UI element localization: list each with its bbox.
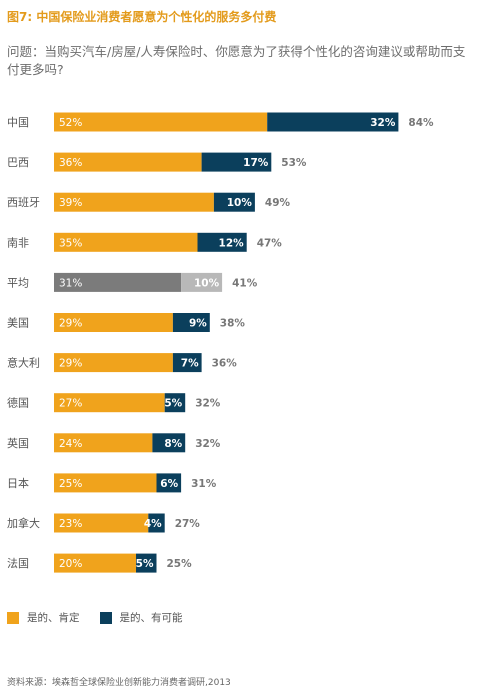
data-label-series-2: 32% (370, 117, 396, 129)
legend-item-series-2: 是的、有可能 (99, 610, 183, 625)
legend-swatch-series-1 (7, 611, 19, 624)
bar-series-2 (181, 272, 223, 292)
category-label: 南非 (7, 236, 29, 249)
bar-series-1 (54, 473, 157, 493)
data-label-series-1: 29% (59, 358, 82, 370)
bar-series-1 (54, 433, 153, 453)
bar-series-1 (54, 232, 198, 252)
data-label-series-1: 29% (59, 318, 82, 330)
total-label: 25% (167, 558, 193, 570)
bar-series-1 (54, 112, 268, 132)
legend-swatch-series-2 (99, 611, 112, 624)
category-label: 加拿大 (7, 516, 40, 530)
data-label-series-1: 36% (59, 157, 82, 169)
data-label-series-1: 27% (59, 398, 82, 410)
data-label-series-1: 20% (59, 558, 82, 570)
data-label-series-2: 5% (136, 558, 154, 570)
data-label-series-1: 25% (59, 478, 82, 490)
legend: 是的、肯定 是的、有可能 (7, 610, 203, 625)
bar-series-2 (164, 393, 186, 413)
bar-series-1 (54, 513, 149, 533)
data-label-series-2: 10% (227, 197, 253, 209)
bar-series-2 (156, 473, 182, 493)
data-label-series-1: 39% (59, 197, 82, 209)
bar-series-2 (152, 433, 186, 453)
data-label-series-2: 5% (164, 398, 182, 410)
total-label: 27% (175, 518, 201, 530)
category-label: 中国 (7, 116, 29, 129)
chart-title: 图7: 中国保险业消费者愿意为个性化的服务多付费 (7, 10, 277, 24)
total-label: 31% (191, 478, 217, 490)
data-label-series-2: 4% (144, 518, 162, 530)
bar-series-1 (54, 353, 173, 373)
category-label: 英国 (7, 436, 29, 450)
data-label-series-2: 10% (194, 277, 220, 289)
bar-series-2 (213, 192, 255, 212)
total-label: 32% (195, 398, 221, 410)
total-label: 36% (212, 358, 238, 370)
data-label-series-2: 9% (189, 318, 207, 330)
total-label: 41% (232, 277, 258, 289)
category-label: 平均 (7, 276, 29, 289)
data-label-series-2: 8% (164, 438, 182, 450)
bar-series-2 (267, 112, 399, 132)
bar-series-2 (201, 152, 272, 172)
total-label: 47% (257, 237, 283, 249)
total-label: 49% (265, 197, 291, 209)
data-label-series-2: 12% (219, 237, 245, 249)
data-label-series-1: 24% (59, 438, 82, 450)
category-label: 日本 (7, 476, 29, 490)
source-note: 资料来源：埃森哲全球保险业创新能力消费者调研,2013 (7, 678, 231, 688)
data-label-series-1: 52% (59, 117, 82, 129)
data-label-series-2: 17% (243, 157, 269, 169)
category-label: 意大利 (7, 356, 40, 370)
stacked-bar-chart: 中国 52% 32% 84% 巴西 36% 17% 53% 西班牙 39% 10% 49% 南非 35% 1… (7, 112, 434, 573)
total-label: 84% (408, 117, 434, 129)
category-label: 西班牙 (7, 196, 40, 209)
bar-series-1 (54, 393, 165, 413)
data-label-series-1: 35% (59, 237, 82, 249)
category-label: 德国 (7, 396, 29, 410)
bar-series-2 (172, 353, 202, 373)
legend-item-series-1: 是的、肯定 (7, 610, 80, 625)
data-label-series-1: 31% (59, 277, 82, 289)
total-label: 32% (195, 438, 221, 450)
category-label: 美国 (7, 317, 29, 330)
total-label: 38% (220, 318, 246, 330)
bar-series-2 (172, 313, 210, 332)
bar-series-2 (136, 553, 157, 573)
bar-series-1 (54, 313, 173, 332)
bar-series-1 (54, 553, 136, 573)
bar-series-2 (148, 513, 165, 533)
bar-series-1 (54, 152, 202, 172)
bar-series-1 (54, 192, 214, 212)
data-label-series-2: 7% (181, 358, 199, 370)
survey-question: 问题：当购买汽车/房屋/人寿保险时、你愿意为了获得个性化的咨询建议或帮助而支付更… (7, 44, 466, 77)
category-label: 法国 (7, 556, 29, 570)
data-label-series-2: 6% (160, 478, 178, 490)
data-label-series-1: 23% (59, 518, 82, 530)
category-label: 巴西 (7, 156, 29, 169)
total-label: 53% (281, 157, 307, 169)
legend-label-series-2: 是的、有可能 (119, 612, 183, 624)
legend-label-series-1: 是的、肯定 (27, 612, 80, 624)
bar-series-1 (54, 272, 182, 292)
bar-series-2 (197, 232, 247, 252)
